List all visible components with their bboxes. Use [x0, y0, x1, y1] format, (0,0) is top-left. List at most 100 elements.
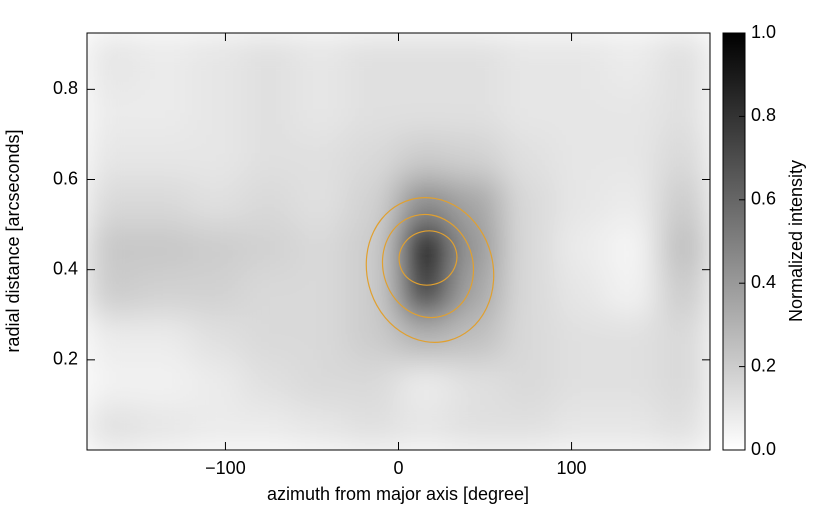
heatmap-cell	[294, 404, 347, 450]
heatmap-cell	[398, 33, 451, 90]
colorbar-tick-label: 0.4	[751, 272, 776, 292]
heatmap-cell	[450, 179, 503, 225]
heatmap-cell	[346, 359, 399, 406]
y-tick-label: 0.2	[53, 349, 78, 369]
heatmap-cell	[242, 314, 295, 361]
heatmap-cell	[190, 314, 244, 361]
heatmap-cell	[190, 224, 244, 270]
heatmap-cell	[502, 224, 555, 270]
heatmap-cell	[553, 314, 607, 361]
heatmap-cell	[294, 359, 347, 406]
heatmap-cell	[346, 404, 399, 450]
heatmap-cell	[553, 89, 607, 135]
colorbar-tick-label: 1.0	[751, 22, 776, 42]
heatmap-cell	[398, 89, 451, 135]
y-tick-label: 0.6	[53, 168, 78, 188]
colorbar	[722, 32, 746, 451]
heatmap-cell	[294, 224, 347, 270]
heatmap-cell	[87, 33, 140, 90]
heatmap-cell	[605, 134, 659, 180]
heatmap-cell	[346, 89, 399, 135]
heatmap-cell	[657, 404, 710, 450]
heatmap-cell	[605, 89, 659, 135]
y-axis-label: radial distance [arcseconds]	[3, 129, 23, 352]
heatmap-cell	[346, 314, 399, 361]
heatmap-cell	[138, 224, 192, 270]
heatmap-cell	[398, 179, 451, 225]
heatmap-cell	[553, 269, 607, 316]
colorbar-tick-label: 0.2	[751, 355, 776, 375]
heatmap-cell	[346, 224, 399, 270]
heatmap-cell	[87, 269, 140, 316]
heatmap-cell	[138, 359, 192, 406]
contour	[398, 230, 458, 286]
heatmap-cell	[605, 179, 659, 225]
heatmap-cell	[87, 134, 140, 180]
heatmap-cell	[190, 179, 244, 225]
x-tick-label: 100	[557, 458, 587, 478]
heatmap-cell	[657, 359, 710, 406]
heatmap-cells	[87, 33, 710, 450]
heatmap-cell	[190, 33, 244, 90]
colorbar-tick-label: 0.0	[751, 439, 776, 459]
heatmap-cell	[605, 224, 659, 270]
heatmap-cell	[346, 134, 399, 180]
heatmap-cell	[87, 89, 140, 135]
heatmap-cell	[502, 359, 555, 406]
y-tick-label: 0.4	[53, 258, 78, 278]
heatmap-cell	[553, 404, 607, 450]
heatmap-area	[87, 33, 710, 450]
heatmap-cell	[450, 224, 503, 270]
heatmap-cell	[294, 269, 347, 316]
heatmap-cell	[553, 359, 607, 406]
heatmap-cell	[138, 269, 192, 316]
heatmap-cell	[657, 224, 710, 270]
colorbar-tick-label: 0.8	[751, 105, 776, 125]
x-axis-label: azimuth from major axis [degree]	[267, 484, 529, 504]
heatmap-cell	[242, 33, 295, 90]
heatmap-cell	[138, 33, 192, 90]
heatmap-cell	[657, 269, 710, 316]
heatmap-cell	[502, 404, 555, 450]
heatmap-cell	[87, 224, 140, 270]
heatmap-cell	[398, 134, 451, 180]
heatmap-cell	[553, 33, 607, 90]
heatmap-cell	[398, 314, 451, 361]
heatmap-cell	[450, 134, 503, 180]
heatmap-cell	[242, 89, 295, 135]
heatmap-cell	[450, 33, 503, 90]
heatmap-cell	[190, 404, 244, 450]
heatmap-cell	[502, 314, 555, 361]
colorbar-tick-label: 0.6	[751, 189, 776, 209]
heatmap-cell	[242, 179, 295, 225]
heatmap-cell	[190, 134, 244, 180]
heatmap-cell	[242, 224, 295, 270]
heatmap-cell	[346, 33, 399, 90]
contours	[365, 197, 495, 343]
heatmap-cell	[138, 89, 192, 135]
contour	[381, 213, 475, 319]
heatmap-cell	[190, 89, 244, 135]
heatmap-cell	[138, 404, 192, 450]
heatmap-cell	[450, 359, 503, 406]
heatmap-cell	[138, 314, 192, 361]
heatmap-cell	[502, 179, 555, 225]
heatmap-cell	[657, 179, 710, 225]
heatmap-cell	[605, 33, 659, 90]
heatmap-cell	[553, 179, 607, 225]
heatmap-cell	[87, 404, 140, 450]
heatmap-cell	[553, 224, 607, 270]
x-tick-label: −100	[205, 458, 246, 478]
heatmap-cell	[553, 134, 607, 180]
heatmap-cell	[190, 269, 244, 316]
heatmap-cell	[605, 404, 659, 450]
heatmap-cell	[450, 269, 503, 316]
heatmap-cell	[398, 404, 451, 450]
heatmap-cell	[294, 89, 347, 135]
heatmap-cell	[502, 89, 555, 135]
heatmap-cell	[242, 359, 295, 406]
heatmap-cell	[294, 33, 347, 90]
heatmap-cell	[657, 134, 710, 180]
heatmap-cell	[87, 359, 140, 406]
